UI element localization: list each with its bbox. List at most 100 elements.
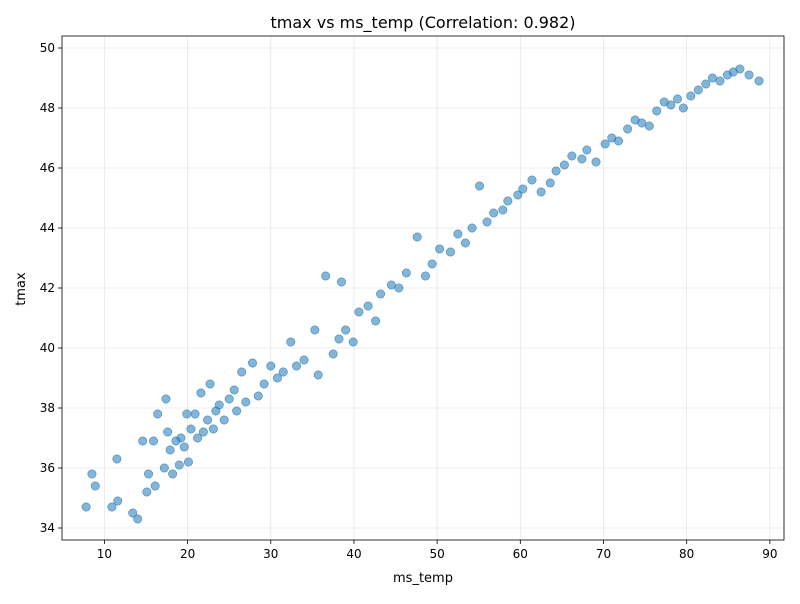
data-point: [467, 223, 477, 233]
y-tick-label: 50: [40, 41, 55, 55]
data-point: [259, 379, 269, 389]
data-point: [613, 136, 623, 146]
y-tick-label: 40: [40, 341, 55, 355]
data-point: [518, 184, 528, 194]
data-point: [686, 91, 696, 101]
data-point: [644, 121, 654, 131]
data-point: [577, 154, 587, 164]
data-point: [133, 514, 143, 524]
data-point: [348, 337, 358, 347]
x-tick-label: 60: [513, 547, 528, 561]
data-point: [401, 268, 411, 278]
data-point: [513, 190, 523, 200]
x-tick-label: 30: [263, 547, 278, 561]
data-point: [203, 415, 213, 425]
data-point: [582, 145, 592, 155]
data-point: [186, 424, 196, 434]
data-point: [701, 79, 711, 89]
data-point: [328, 349, 338, 359]
data-point: [475, 181, 485, 191]
data-point: [744, 70, 754, 80]
data-point: [229, 385, 239, 395]
data-point: [445, 247, 455, 257]
data-point: [198, 427, 208, 437]
grid: [62, 36, 784, 540]
data-point: [707, 73, 717, 83]
data-point: [420, 271, 430, 281]
data-point: [144, 469, 154, 479]
x-axis-ticks: 10 20 30 40 50 60 70 80 90: [97, 540, 778, 561]
data-point: [427, 259, 437, 269]
data-point: [299, 355, 309, 365]
y-tick-label: 44: [40, 221, 55, 235]
data-point: [286, 337, 296, 347]
data-point: [138, 436, 148, 446]
data-point: [224, 394, 234, 404]
data-point: [321, 271, 331, 281]
data-point: [163, 427, 173, 437]
data-point: [183, 457, 193, 467]
data-point: [545, 178, 555, 188]
data-point: [310, 325, 320, 335]
data-point: [142, 487, 152, 497]
x-axis-label: ms_temp: [393, 571, 453, 586]
data-point: [179, 442, 189, 452]
data-point: [482, 217, 492, 227]
data-point: [754, 76, 764, 86]
data-point: [600, 139, 610, 149]
data-point: [715, 76, 725, 86]
data-point: [81, 502, 91, 512]
data-point: [153, 409, 163, 419]
data-point: [536, 187, 546, 197]
data-point: [623, 124, 633, 134]
x-tick-label: 40: [346, 547, 361, 561]
data-point: [176, 433, 186, 443]
data-point: [336, 277, 346, 287]
x-tick-label: 10: [97, 547, 112, 561]
data-point: [128, 508, 138, 518]
data-point: [168, 469, 178, 479]
data-point: [673, 94, 683, 104]
x-tick-label: 50: [429, 547, 444, 561]
data-point: [161, 394, 171, 404]
data-point: [174, 460, 184, 470]
data-point: [159, 463, 169, 473]
data-point: [453, 229, 463, 239]
data-point: [190, 409, 200, 419]
data-point: [371, 316, 381, 326]
data-point: [652, 106, 662, 116]
data-point: [205, 379, 215, 389]
data-point: [313, 370, 323, 380]
data-point: [247, 358, 257, 368]
y-tick-label: 38: [40, 401, 55, 415]
data-point: [460, 238, 470, 248]
y-axis-label: tmax: [14, 272, 29, 306]
data-point: [666, 100, 676, 110]
data-point: [637, 118, 647, 128]
data-point: [354, 307, 364, 317]
y-tick-label: 46: [40, 161, 55, 175]
data-point: [386, 280, 396, 290]
data-point: [112, 454, 122, 464]
y-tick-label: 36: [40, 461, 55, 475]
data-point: [107, 502, 117, 512]
data-point: [559, 160, 569, 170]
data-point: [292, 361, 302, 371]
data-point: [527, 175, 537, 185]
x-tick-label: 20: [180, 547, 195, 561]
x-tick-label: 80: [679, 547, 694, 561]
data-point: [503, 196, 513, 206]
data-point: [567, 151, 577, 161]
data-point: [237, 367, 247, 377]
data-point: [334, 334, 344, 344]
x-tick-label: 90: [762, 547, 777, 561]
data-point: [363, 301, 373, 311]
data-point: [90, 481, 100, 491]
data-point: [214, 400, 224, 410]
data-point: [193, 433, 203, 443]
data-point: [196, 388, 206, 398]
data-point: [394, 283, 404, 293]
y-tick-label: 48: [40, 101, 55, 115]
